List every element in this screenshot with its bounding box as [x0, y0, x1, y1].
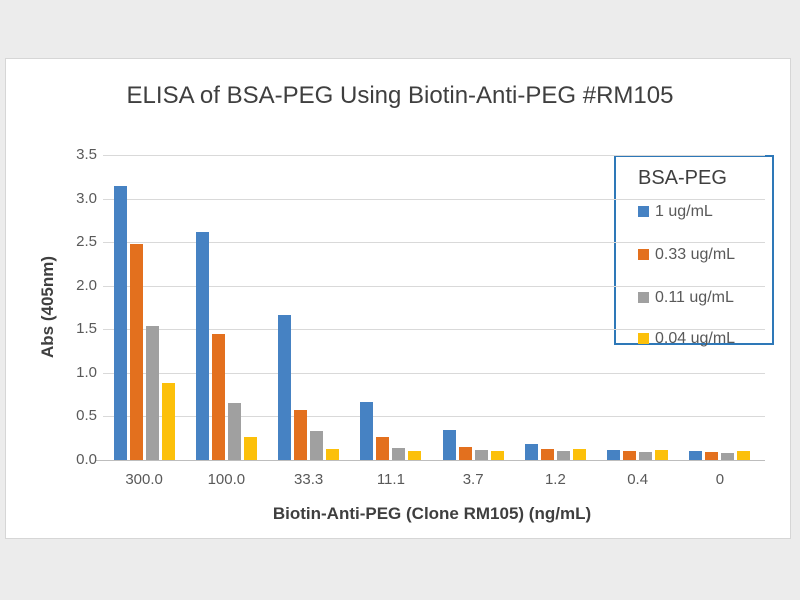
bar	[408, 451, 422, 460]
bar	[145, 325, 159, 460]
y-tick-label: 2.5	[76, 233, 97, 251]
gridline	[103, 242, 765, 244]
gridline	[103, 329, 765, 331]
legend-item-label: 1 ug/mL	[655, 203, 713, 220]
legend-item-label: 0.33 ug/mL	[655, 246, 736, 263]
legend-item-label: 0.04 ug/mL	[655, 330, 736, 347]
bar	[278, 315, 292, 460]
bar	[556, 451, 570, 460]
y-tick-label: 3.5	[76, 146, 97, 163]
bar	[326, 448, 340, 460]
bar	[490, 451, 504, 460]
legend-item-label: 0.11 ug/mL	[655, 289, 734, 306]
y-tick-label: 3.0	[76, 189, 97, 207]
gridline	[103, 416, 765, 418]
bar	[639, 452, 653, 460]
legend-swatch-icon	[638, 205, 649, 217]
bar	[607, 449, 621, 460]
bar	[737, 451, 751, 460]
x-tick-label: 1.2	[544, 471, 566, 488]
bar	[474, 450, 488, 460]
gridline	[103, 285, 765, 287]
legend: BSA-PEG 1 ug/mL 0.33 ug/mL 0.11 ug/mL 0.04 …	[614, 155, 774, 348]
bar	[227, 403, 241, 460]
gridline	[103, 155, 765, 156]
y-tick-label: 2.0	[76, 276, 97, 294]
x-axis-title: Biotin-Anti-PEG (Clone RM105) (ng/mL)	[272, 504, 592, 523]
bar	[392, 447, 406, 460]
bar	[572, 448, 586, 460]
bar	[458, 446, 472, 460]
legend-title: BSA-PEG	[638, 167, 727, 189]
bar	[211, 333, 225, 460]
y-tick-label: 0.5	[76, 407, 97, 425]
bar	[524, 444, 538, 460]
bar	[540, 448, 554, 460]
y-tick-label: 0.0	[76, 451, 97, 468]
bar	[360, 401, 374, 460]
x-tick-label: 300.0	[125, 471, 163, 488]
bar	[721, 453, 735, 460]
y-axis-title: Abs (405nm)	[38, 255, 57, 359]
y-tick-label: 1.0	[76, 363, 97, 381]
legend-item: 1 ug/mL	[638, 203, 713, 221]
bar	[705, 452, 719, 460]
x-tick-label: 0.4	[627, 471, 649, 488]
bar	[442, 430, 456, 460]
legend-swatch-icon	[638, 332, 649, 344]
legend-item: 0.33 ug/mL	[638, 246, 735, 264]
gridline	[103, 198, 765, 200]
legend-swatch-icon	[638, 291, 649, 303]
x-axis-line	[95, 460, 765, 461]
legend-item: 0.04 ug/mL	[638, 330, 735, 348]
x-tick-label: 3.7	[462, 471, 484, 488]
bar	[689, 451, 703, 460]
legend-swatch-icon	[638, 248, 649, 260]
legend-item: 0.11 ug/mL	[638, 289, 734, 307]
x-tick-label: 11.1	[376, 471, 405, 488]
gridline	[103, 372, 765, 374]
bar	[294, 410, 308, 460]
x-tick-label: 33.3	[294, 471, 324, 488]
bar	[161, 383, 175, 460]
bar	[243, 437, 257, 460]
bar	[376, 437, 390, 460]
x-tick-label: 100.0	[207, 471, 246, 488]
chart-title: ELISA of BSA-PEG Using Biotin-Anti-PEG #…	[126, 82, 674, 109]
bar	[655, 450, 669, 460]
y-tick-label: 1.5	[76, 320, 97, 338]
bar	[195, 231, 209, 460]
bar	[623, 451, 637, 460]
x-tick-label: 0	[715, 471, 725, 488]
bar	[310, 431, 324, 460]
bar	[129, 243, 143, 460]
bar	[113, 185, 127, 460]
